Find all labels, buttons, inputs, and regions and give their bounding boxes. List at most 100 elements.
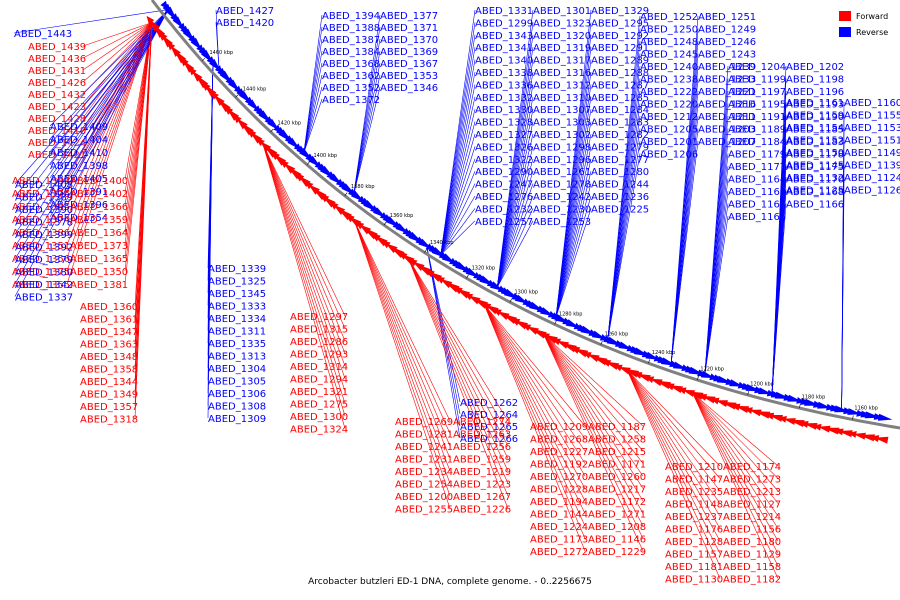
- leader-line: [626, 370, 721, 479]
- leader-line: [483, 304, 586, 552]
- tick-label: 1260 kbp: [605, 331, 629, 337]
- tick-label: 1360 kbp: [390, 213, 414, 219]
- forward-gene-label: ABED_1224: [530, 522, 588, 533]
- leader-line: [440, 158, 476, 255]
- leader-line: [483, 304, 586, 452]
- forward-gene-label: ABED_1355: [12, 280, 70, 291]
- forward-gene-arrow: [650, 378, 663, 387]
- leader-line: [771, 189, 787, 395]
- tick-mark: [466, 274, 469, 279]
- leader-line: [303, 62, 323, 153]
- forward-gene-label: ABED_1192: [530, 460, 588, 471]
- forward-gene-arrow: [715, 400, 728, 407]
- leader-line: [496, 96, 534, 288]
- reverse-gene-label: ABED_1362: [322, 71, 380, 82]
- leader-line: [354, 220, 451, 459]
- leader-line: [354, 220, 451, 447]
- leader-line: [496, 84, 534, 288]
- forward-gene-arrow: [382, 240, 391, 249]
- leader-line: [408, 258, 509, 484]
- forward-swatch: [839, 11, 851, 21]
- leader-line: [555, 146, 592, 318]
- reverse-gene-label: ABED_1299: [475, 18, 533, 29]
- reverse-gene-label: ABED_1387: [322, 35, 380, 46]
- reverse-gene-label: ABED_1379: [15, 255, 73, 266]
- tick-mark: [201, 57, 206, 62]
- forward-gene-label: ABED_1229: [588, 547, 646, 558]
- reverse-gene-label: ABED_1185: [786, 125, 844, 136]
- forward-gene-label: ABED_1385: [12, 202, 70, 213]
- reverse-gene-label: ABED_1242: [533, 192, 591, 203]
- reverse-gene-label: ABED_1230: [533, 204, 591, 215]
- leader-line: [543, 334, 644, 452]
- forward-gene-label: ABED_1356: [12, 254, 70, 265]
- forward-gene-label: ABED_1350: [70, 267, 128, 278]
- reverse-gene-label: ABED_1155: [844, 111, 900, 122]
- forward-gene-arrow: [631, 372, 643, 379]
- forward-gene-label: ABED_1127: [723, 500, 781, 511]
- forward-gene-arrow: [763, 412, 775, 420]
- leader-line: [262, 143, 346, 417]
- forward-gene-arrow: [823, 427, 840, 435]
- leader-line: [692, 393, 779, 517]
- reverse-gene-label: ABED_1279: [591, 142, 649, 153]
- reverse-gene-label: ABED_1151: [844, 136, 900, 147]
- forward-gene-label: ABED_1227: [530, 447, 588, 458]
- forward-gene-arrow: [408, 259, 418, 267]
- forward-gene-arrow: [484, 304, 499, 315]
- leader-line: [134, 22, 153, 419]
- forward-gene-label: ABED_1268: [530, 435, 588, 446]
- tick-mark: [600, 340, 603, 345]
- leader-line: [440, 22, 476, 255]
- forward-gene-label: ABED_1318: [80, 415, 138, 426]
- reverse-gene-arrow: [877, 413, 893, 421]
- reverse-gene-label: ABED_1166: [786, 200, 844, 211]
- reverse-gene-label: ABED_1232: [475, 204, 533, 215]
- leader-line: [207, 62, 214, 419]
- leader-line: [353, 26, 381, 194]
- tick-mark: [648, 359, 651, 364]
- leader-line: [692, 392, 779, 479]
- leader-line: [626, 370, 721, 554]
- forward-gene-label: ABED_1358: [80, 365, 138, 376]
- forward-gene-arrow: [744, 407, 753, 414]
- leader-line: [440, 71, 476, 255]
- forward-gene-label: ABED_1267: [453, 492, 511, 503]
- forward-gene-arrow: [833, 428, 844, 436]
- legend-item-forward: Forward: [839, 8, 888, 24]
- forward-gene-label: ABED_1256: [453, 442, 511, 453]
- reverse-gene-label: ABED_1153: [844, 123, 900, 134]
- forward-gene-arrow: [613, 364, 623, 372]
- leader-line: [440, 59, 476, 255]
- leader-line: [692, 393, 779, 504]
- forward-gene-label: ABED_1172: [588, 497, 646, 508]
- forward-gene-label: ABED_1400: [70, 176, 128, 187]
- forward-gene-label: ABED_1208: [588, 522, 646, 533]
- forward-gene-arrow: [464, 293, 474, 301]
- reverse-gene-label: ABED_1333: [208, 302, 266, 313]
- forward-gene-label: ABED_1130: [665, 575, 723, 586]
- reverse-gene-label: ABED_1394: [322, 11, 380, 22]
- leader-line: [440, 183, 476, 255]
- forward-gene-arrow: [600, 359, 612, 367]
- reverse-gene-label: ABED_1204: [728, 62, 786, 73]
- leader-line: [262, 143, 346, 404]
- leader-line: [408, 258, 509, 497]
- tick-label: 1440 kbp: [243, 86, 267, 92]
- reverse-gene-label: ABED_1405: [50, 174, 108, 185]
- reverse-gene-label: ABED_1388: [322, 23, 380, 34]
- leader-line: [555, 71, 592, 318]
- forward-gene-label: ABED_1436: [28, 54, 86, 65]
- forward-gene-arrow: [783, 418, 796, 425]
- tick-label: 1300 kbp: [515, 289, 539, 295]
- forward-gene-label: ABED_1217: [588, 485, 646, 496]
- forward-gene-track: [146, 15, 889, 444]
- reverse-gene-label: ABED_1346: [380, 83, 438, 94]
- forward-gene-label: ABED_1271: [588, 510, 646, 521]
- reverse-gene-label: ABED_1152: [786, 136, 844, 147]
- reverse-gene-label: ABED_1276: [475, 192, 533, 203]
- forward-gene-label: ABED_1373: [70, 241, 128, 252]
- leader-line: [14, 9, 169, 272]
- forward-gene-arrow: [710, 397, 720, 405]
- leader-line: [626, 370, 721, 492]
